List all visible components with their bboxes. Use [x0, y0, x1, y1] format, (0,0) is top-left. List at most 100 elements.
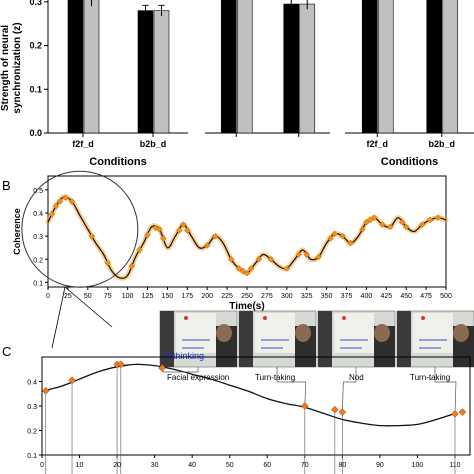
y-tick-label: 0.4 — [33, 211, 43, 218]
bar — [361, 0, 378, 134]
x-tick-label: 150 — [162, 293, 174, 300]
rec-dot — [421, 316, 425, 320]
x-tick-label: 50 — [226, 462, 234, 469]
bar — [83, 0, 100, 134]
event-marker — [458, 408, 467, 416]
highlight-marker — [426, 216, 434, 224]
highlight-marker — [243, 269, 251, 277]
event-marker — [330, 405, 339, 414]
y-axis-label-line2: synchronization (z) — [12, 22, 23, 113]
highlight-marker — [56, 198, 64, 205]
y-tick-label: 0.3 — [27, 404, 37, 411]
x-tick-label: 125 — [142, 293, 154, 300]
highlight-marker — [180, 221, 187, 228]
callout-line — [342, 367, 357, 413]
person-left — [318, 311, 332, 367]
x-axis-label: Conditions — [89, 156, 146, 168]
highlight-marker — [339, 232, 346, 240]
x-tick-label: f2f_d — [366, 139, 388, 149]
highlight-marker — [327, 235, 334, 242]
bar — [299, 3, 316, 134]
whiteboard — [334, 313, 374, 353]
video-frame — [159, 310, 238, 368]
x-tick-label: b2b_d — [140, 139, 167, 149]
x-tick-label: 275 — [261, 293, 273, 300]
x-tick-label: 200 — [201, 293, 213, 300]
bar — [67, 0, 84, 134]
highlight-marker — [363, 218, 370, 226]
x-tick-label: 175 — [181, 293, 193, 300]
person-left — [397, 311, 411, 367]
highlight-marker — [398, 218, 406, 226]
bar — [137, 10, 154, 134]
y-tick-label: 0.0 — [29, 128, 42, 138]
whiteboard — [413, 313, 453, 353]
bar-chart-left: 0.0 0.1 0.2 0.3 Strength of neuralsynchroniz… — [0, 0, 188, 168]
bar — [236, 0, 253, 134]
face — [374, 324, 390, 342]
person-left — [239, 311, 253, 367]
plot-frame — [41, 356, 471, 456]
y-tick-label: 0.5 — [33, 188, 43, 195]
video-frames: R:thinking — [159, 310, 474, 368]
coherence-chart-b: 0 25 50 75 100 125 150 175 200 225 250 275 300 325 350… — [12, 170, 452, 312]
x-tick-label: b2b_d — [428, 139, 455, 149]
y-tick-label: 0.2 — [33, 257, 43, 264]
x-tick-label: 450 — [400, 293, 412, 300]
x-tick-label: 300 — [281, 293, 293, 300]
highlight-marker — [347, 239, 354, 247]
highlight-marker — [62, 194, 69, 202]
x-tick-label: 75 — [104, 293, 112, 300]
highlight-marker — [367, 216, 374, 224]
whiteboard — [176, 313, 216, 353]
highlight-marker — [144, 231, 151, 239]
highlight-marker — [434, 214, 442, 221]
y-tick-label: 0.1 — [27, 453, 37, 460]
y-tick-label: 0.1 — [33, 280, 43, 287]
coherence-chart-c: 0 10 20 30 40 50 60 70 80 90 100 1100.10.20.30.4Fac… — [27, 356, 471, 474]
y-axis-label: Coherence — [12, 208, 22, 255]
x-tick-label: 10 — [76, 462, 84, 469]
highlight-marker — [303, 251, 310, 258]
x-tick-label: 100 — [412, 462, 424, 469]
event-marker — [451, 409, 459, 418]
highlight-marker — [235, 265, 243, 272]
x-tick-label: 50 — [84, 293, 92, 300]
highlight-marker — [128, 262, 135, 270]
highlight-band — [45, 194, 449, 281]
x-tick-label: 90 — [376, 462, 384, 469]
highlight-marker — [203, 242, 211, 249]
y-tick-label: 0.3 — [33, 234, 43, 241]
highlight-marker — [156, 225, 163, 233]
x-tick-label: 350 — [321, 293, 333, 300]
y-axis-label: Strength of neuralsynchronization (z) — [0, 22, 23, 113]
event-marker — [338, 408, 347, 416]
highlight-marker — [239, 267, 247, 275]
highlight-marker — [48, 210, 56, 218]
coherence-line — [41, 363, 456, 427]
event-annotation: Turn-taking — [255, 373, 295, 382]
highlight-marker — [267, 255, 275, 263]
panel-label-c: C — [2, 344, 11, 359]
whiteboard — [255, 313, 295, 353]
x-tick-label: 375 — [341, 293, 353, 300]
callout-line — [434, 367, 457, 414]
x-tick-label: 500 — [440, 293, 452, 300]
highlight-marker — [88, 232, 96, 240]
x-tick-label: 425 — [380, 293, 392, 300]
highlight-marker — [371, 214, 378, 221]
highlight-marker — [227, 255, 235, 263]
bar — [442, 0, 459, 134]
highlight-marker — [402, 223, 410, 231]
zoom-connector-right — [64, 286, 113, 328]
panel-label-b: B — [2, 178, 11, 193]
highlight-marker — [104, 259, 111, 267]
highlight-marker — [255, 255, 263, 263]
x-tick-label: 30 — [151, 462, 159, 469]
face — [216, 324, 232, 342]
callout-line — [276, 367, 307, 407]
x-tick-label: 475 — [420, 293, 432, 300]
bar — [153, 10, 170, 134]
highlight-marker — [386, 223, 394, 231]
bar — [283, 3, 300, 134]
